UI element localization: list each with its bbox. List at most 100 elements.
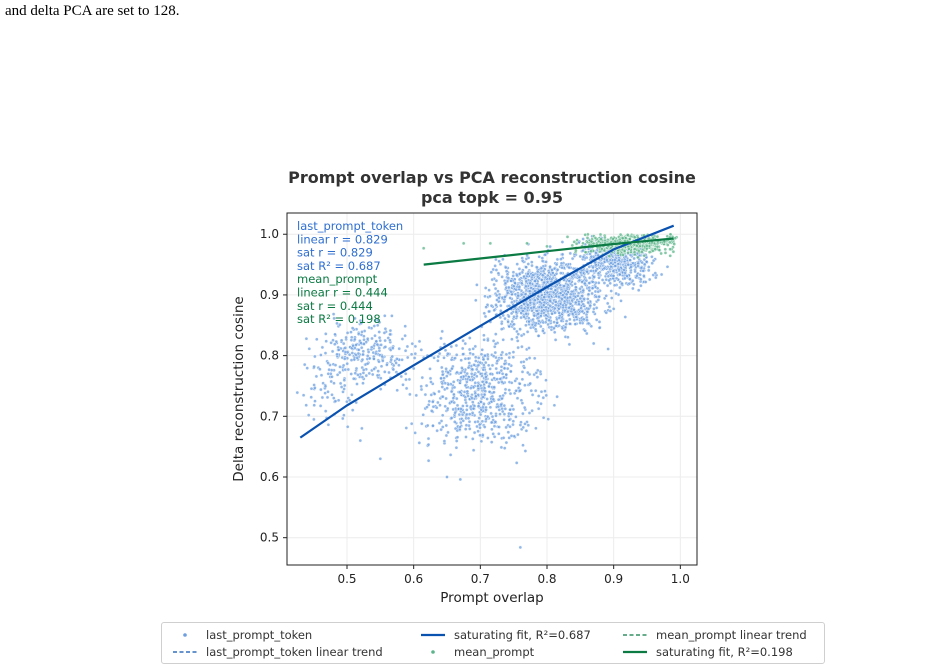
data-point [563, 325, 568, 330]
data-point [463, 427, 468, 431]
data-point [491, 397, 496, 402]
data-point [356, 373, 360, 377]
legend-item: saturating fit, R²=0.687 [420, 626, 591, 644]
data-point [455, 435, 460, 440]
data-point [466, 394, 470, 398]
data-point [382, 331, 387, 335]
data-point [518, 327, 522, 331]
data-point [467, 347, 472, 352]
data-point [509, 311, 514, 316]
data-point [523, 383, 527, 388]
data-point [577, 278, 582, 283]
data-point [304, 336, 309, 341]
data-point [613, 239, 618, 243]
data-point [560, 252, 565, 257]
data-point [542, 295, 547, 300]
data-point [307, 346, 312, 351]
annotation-line: mean_prompt [297, 272, 378, 286]
data-point [568, 251, 573, 256]
data-point [449, 357, 454, 362]
data-point [501, 313, 506, 318]
data-point [638, 272, 642, 277]
data-point [476, 384, 480, 388]
data-point [502, 417, 506, 422]
data-point [517, 285, 522, 289]
data-point [665, 264, 670, 269]
data-point [492, 376, 497, 381]
data-point [553, 288, 558, 293]
data-point [604, 293, 609, 298]
data-point [503, 407, 508, 411]
data-point [330, 349, 335, 354]
data-point [571, 266, 576, 271]
data-point [488, 405, 493, 410]
data-point [439, 376, 443, 381]
data-point [629, 265, 633, 269]
data-point [596, 289, 601, 294]
data-point [539, 277, 544, 282]
data-point [639, 266, 644, 270]
x-tick-label: 0.5 [337, 572, 356, 586]
data-point [367, 325, 371, 330]
data-point [507, 304, 512, 308]
data-point [553, 310, 557, 315]
data-point [440, 329, 445, 334]
y-tick-label: 0.5 [260, 531, 279, 545]
data-point [522, 295, 526, 300]
data-point [460, 412, 465, 417]
data-point [574, 241, 579, 246]
data-point [518, 388, 522, 393]
data-point [477, 422, 482, 427]
fit-line [423, 237, 674, 266]
data-point [395, 388, 400, 393]
data-point [341, 363, 346, 368]
data-point [608, 309, 613, 313]
data-point [568, 302, 573, 306]
chart-title: Prompt overlap vs PCA reconstruction cos… [288, 168, 696, 187]
data-point [312, 417, 316, 422]
data-point [505, 366, 510, 371]
data-point [504, 352, 509, 357]
data-point [410, 341, 415, 346]
data-point [623, 315, 628, 319]
data-point [506, 320, 510, 324]
data-point [647, 236, 651, 241]
data-point [304, 403, 309, 408]
data-point [441, 394, 445, 399]
legend-item: saturating fit, R²=0.198 [622, 643, 793, 661]
data-point [542, 280, 546, 285]
data-point [541, 415, 546, 420]
data-point [591, 341, 596, 346]
data-point [489, 440, 494, 444]
data-point [643, 280, 648, 284]
data-point [432, 392, 437, 396]
data-point [483, 389, 488, 394]
data-point [584, 278, 589, 283]
data-point [539, 389, 544, 394]
data-point [618, 232, 623, 237]
data-point [490, 363, 495, 368]
data-point [516, 432, 520, 437]
data-point [621, 236, 625, 241]
data-point [547, 294, 551, 299]
data-point [500, 409, 505, 414]
data-point [319, 387, 323, 392]
data-point [497, 425, 501, 429]
data-point [581, 288, 586, 293]
data-point [380, 359, 385, 363]
data-point [524, 284, 528, 289]
data-point [589, 249, 593, 253]
data-point [483, 353, 487, 358]
data-point [605, 257, 609, 262]
data-point [350, 351, 355, 355]
data-point [331, 338, 335, 343]
data-point [564, 292, 569, 297]
data-point [581, 237, 585, 241]
data-point [591, 241, 596, 246]
data-point [459, 358, 464, 363]
data-point [453, 410, 457, 415]
data-point [404, 377, 408, 382]
data-point [509, 380, 514, 385]
data-point [376, 369, 381, 373]
